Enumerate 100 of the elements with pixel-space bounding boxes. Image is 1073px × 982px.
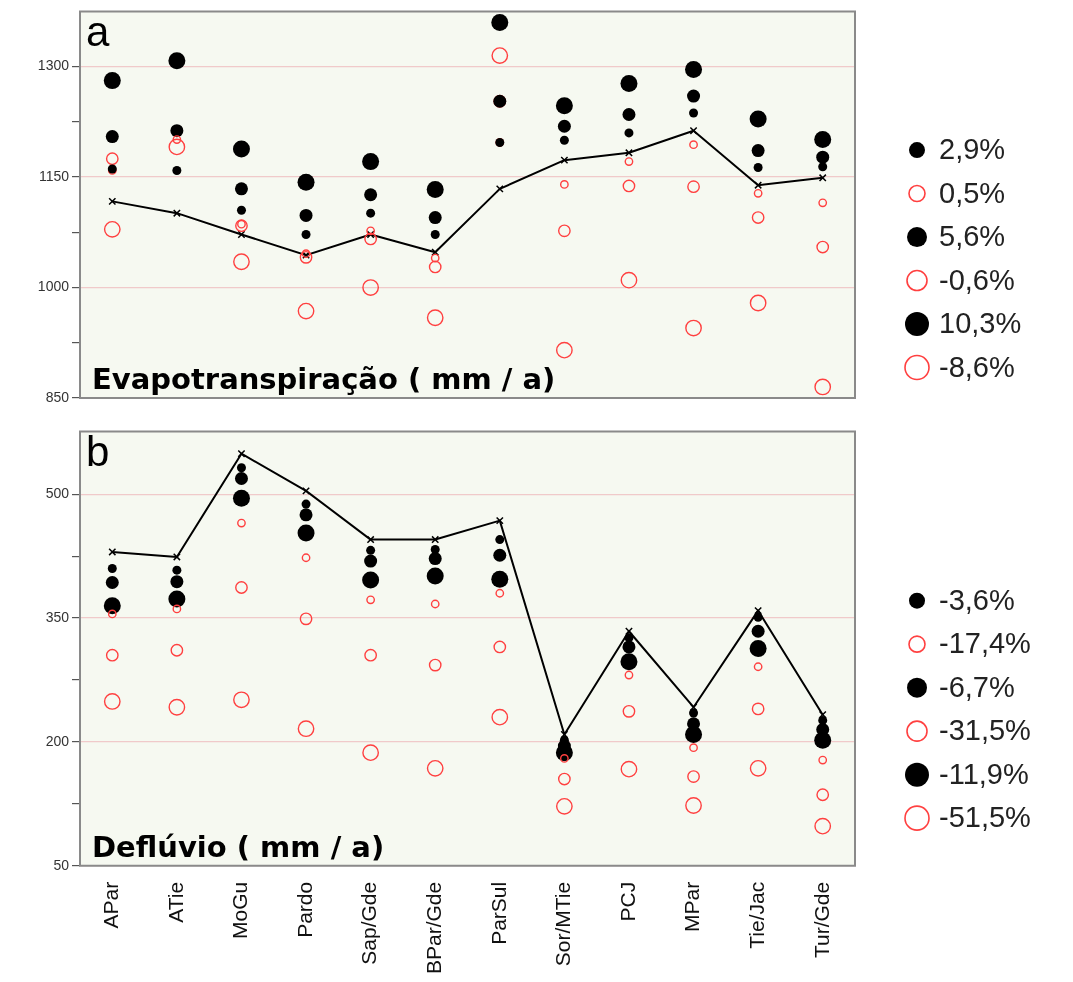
point	[625, 627, 633, 636]
point	[364, 648, 378, 662]
point	[364, 232, 378, 246]
point	[749, 759, 767, 777]
point	[751, 144, 765, 158]
point	[816, 788, 830, 802]
point	[233, 691, 250, 709]
point	[108, 548, 117, 556]
legend-label: -0,6%	[939, 263, 1015, 296]
point	[560, 730, 569, 739]
point	[103, 72, 121, 90]
point	[297, 720, 315, 738]
point	[108, 197, 117, 206]
point	[557, 119, 571, 133]
legend-label: -51,5%	[939, 801, 1031, 834]
point	[818, 162, 828, 172]
point	[170, 643, 184, 657]
point	[107, 609, 117, 619]
point	[814, 378, 832, 396]
point	[168, 590, 186, 608]
point	[491, 708, 509, 726]
legend-label: -11,9%	[939, 757, 1029, 790]
point	[299, 508, 313, 522]
legend-label: 2,9%	[939, 133, 1006, 166]
point	[172, 165, 182, 175]
point	[426, 181, 444, 199]
annotation: b	[86, 427, 110, 475]
point	[428, 658, 442, 672]
point	[753, 612, 763, 622]
point	[364, 188, 378, 202]
point	[232, 489, 250, 507]
x-tick-label: Tur/Gde	[809, 881, 833, 959]
point	[297, 173, 315, 191]
point	[493, 548, 507, 562]
y-tick-label: 200	[45, 732, 70, 749]
point	[428, 552, 442, 566]
point	[818, 710, 827, 719]
point	[105, 648, 119, 662]
point	[814, 817, 832, 835]
point	[170, 124, 184, 138]
point	[555, 341, 573, 359]
point	[428, 260, 442, 274]
point	[234, 471, 248, 485]
point	[366, 545, 376, 555]
point	[620, 271, 638, 289]
point	[491, 47, 509, 64]
point	[685, 319, 702, 337]
point	[299, 612, 313, 626]
legend-label: -6,7%	[939, 670, 1015, 703]
legend-label: -3,6%	[939, 583, 1015, 616]
point	[237, 219, 246, 229]
y-tick-label: 850	[45, 388, 70, 405]
point	[237, 230, 246, 239]
point	[426, 309, 444, 327]
point	[234, 182, 248, 196]
point	[105, 130, 119, 144]
point	[172, 135, 182, 144]
point	[297, 302, 315, 320]
point	[430, 253, 440, 263]
point	[170, 575, 184, 589]
point	[172, 565, 182, 575]
point	[559, 135, 569, 145]
point	[105, 152, 119, 166]
point	[491, 570, 509, 588]
point	[754, 606, 763, 615]
point	[362, 279, 380, 296]
y-tick-label: 350	[45, 608, 70, 625]
point	[366, 226, 376, 236]
point	[625, 148, 633, 157]
point	[555, 97, 573, 115]
x-tick-label: MoGu	[228, 881, 252, 939]
point	[103, 693, 121, 710]
point	[233, 253, 250, 271]
x-tick-label: BPar/Gde	[422, 881, 446, 975]
point	[299, 208, 313, 222]
point	[431, 535, 440, 544]
point	[751, 624, 765, 638]
point	[301, 230, 311, 240]
point	[491, 13, 509, 31]
point	[299, 250, 313, 264]
point	[687, 89, 701, 103]
point	[236, 205, 246, 215]
x-tick-label: PCJ	[615, 881, 639, 922]
point	[557, 772, 571, 786]
point	[624, 128, 634, 138]
point	[301, 553, 311, 563]
point	[687, 180, 700, 194]
point	[362, 153, 380, 171]
point	[818, 755, 828, 765]
x-tick-label: Pardo	[292, 881, 316, 938]
point	[495, 588, 505, 598]
point	[624, 670, 634, 680]
point	[749, 640, 767, 658]
text: Deflúvio ( mm / a)	[92, 829, 385, 864]
point	[814, 131, 832, 149]
point	[753, 163, 763, 173]
point	[428, 211, 442, 225]
point	[235, 581, 248, 594]
point	[689, 708, 699, 718]
point	[103, 597, 121, 615]
